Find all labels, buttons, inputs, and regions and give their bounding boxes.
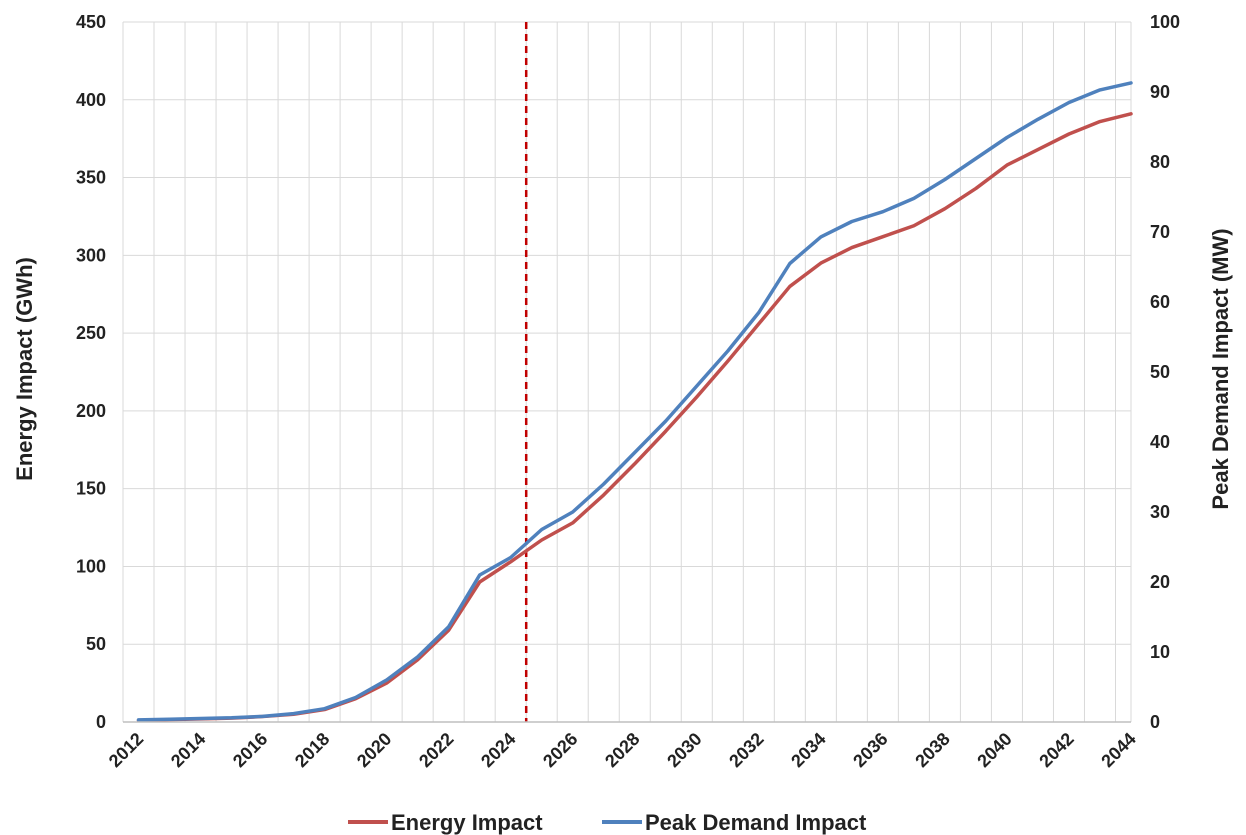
x-tick-label: 2018 bbox=[291, 729, 333, 771]
right-tick-label: 30 bbox=[1150, 502, 1170, 522]
x-tick-label: 2028 bbox=[601, 729, 643, 771]
left-axis-title: Energy Impact (GWh) bbox=[12, 257, 37, 481]
x-tick-label: 2034 bbox=[787, 729, 829, 771]
x-tick-label: 2030 bbox=[663, 729, 705, 771]
x-tick-label: 2042 bbox=[1035, 729, 1077, 771]
right-axis-ticks: 0 10 20 30 40 50 60 70 80 90 100 bbox=[1150, 12, 1180, 732]
energy-impact-line bbox=[136, 112, 1133, 723]
right-tick-label: 50 bbox=[1150, 362, 1170, 382]
x-tick-label: 2038 bbox=[911, 729, 953, 771]
x-tick-label: 2036 bbox=[849, 729, 891, 771]
left-tick-label: 50 bbox=[86, 634, 106, 654]
right-tick-label: 40 bbox=[1150, 432, 1170, 452]
x-tick-label: 2032 bbox=[725, 729, 767, 771]
left-axis-ticks: 0 50 100 150 200 250 300 350 400 450 bbox=[76, 12, 106, 732]
x-tick-label: 2016 bbox=[229, 729, 271, 771]
right-tick-label: 70 bbox=[1150, 222, 1170, 242]
left-tick-label: 150 bbox=[76, 479, 106, 499]
right-tick-label: 0 bbox=[1150, 712, 1160, 732]
left-tick-label: 250 bbox=[76, 323, 106, 343]
legend-label-energy: Energy Impact bbox=[391, 810, 543, 835]
left-tick-label: 350 bbox=[76, 168, 106, 188]
peak-demand-impact-line bbox=[136, 81, 1133, 722]
left-tick-label: 300 bbox=[76, 245, 106, 265]
grid bbox=[122, 21, 1132, 723]
right-tick-label: 10 bbox=[1150, 642, 1170, 662]
right-tick-label: 20 bbox=[1150, 572, 1170, 592]
right-tick-label: 100 bbox=[1150, 12, 1180, 32]
left-tick-label: 400 bbox=[76, 90, 106, 110]
right-tick-label: 90 bbox=[1150, 82, 1170, 102]
x-tick-label: 2024 bbox=[477, 729, 519, 771]
x-tick-label: 2014 bbox=[167, 729, 209, 771]
left-tick-label: 200 bbox=[76, 401, 106, 421]
right-axis-title: Peak Demand Impact (MW) bbox=[1208, 228, 1233, 509]
left-tick-label: 450 bbox=[76, 12, 106, 32]
x-tick-label: 2022 bbox=[415, 729, 457, 771]
x-tick-label: 2012 bbox=[105, 729, 147, 771]
right-tick-label: 80 bbox=[1150, 152, 1170, 172]
x-axis-ticks: 2012 2014 2016 2018 2020 2022 2024 2026 2028 2030… bbox=[105, 729, 1140, 771]
series-lines bbox=[136, 81, 1133, 723]
right-tick-label: 60 bbox=[1150, 292, 1170, 312]
left-tick-label: 100 bbox=[76, 556, 106, 576]
x-tick-label: 2044 bbox=[1097, 729, 1139, 771]
x-tick-label: 2026 bbox=[539, 729, 581, 771]
legend: Energy Impact Peak Demand Impact bbox=[348, 810, 867, 835]
x-tick-label: 2020 bbox=[353, 729, 395, 771]
left-tick-label: 0 bbox=[96, 712, 106, 732]
x-tick-label: 2040 bbox=[973, 729, 1015, 771]
legend-label-peak: Peak Demand Impact bbox=[645, 810, 867, 835]
